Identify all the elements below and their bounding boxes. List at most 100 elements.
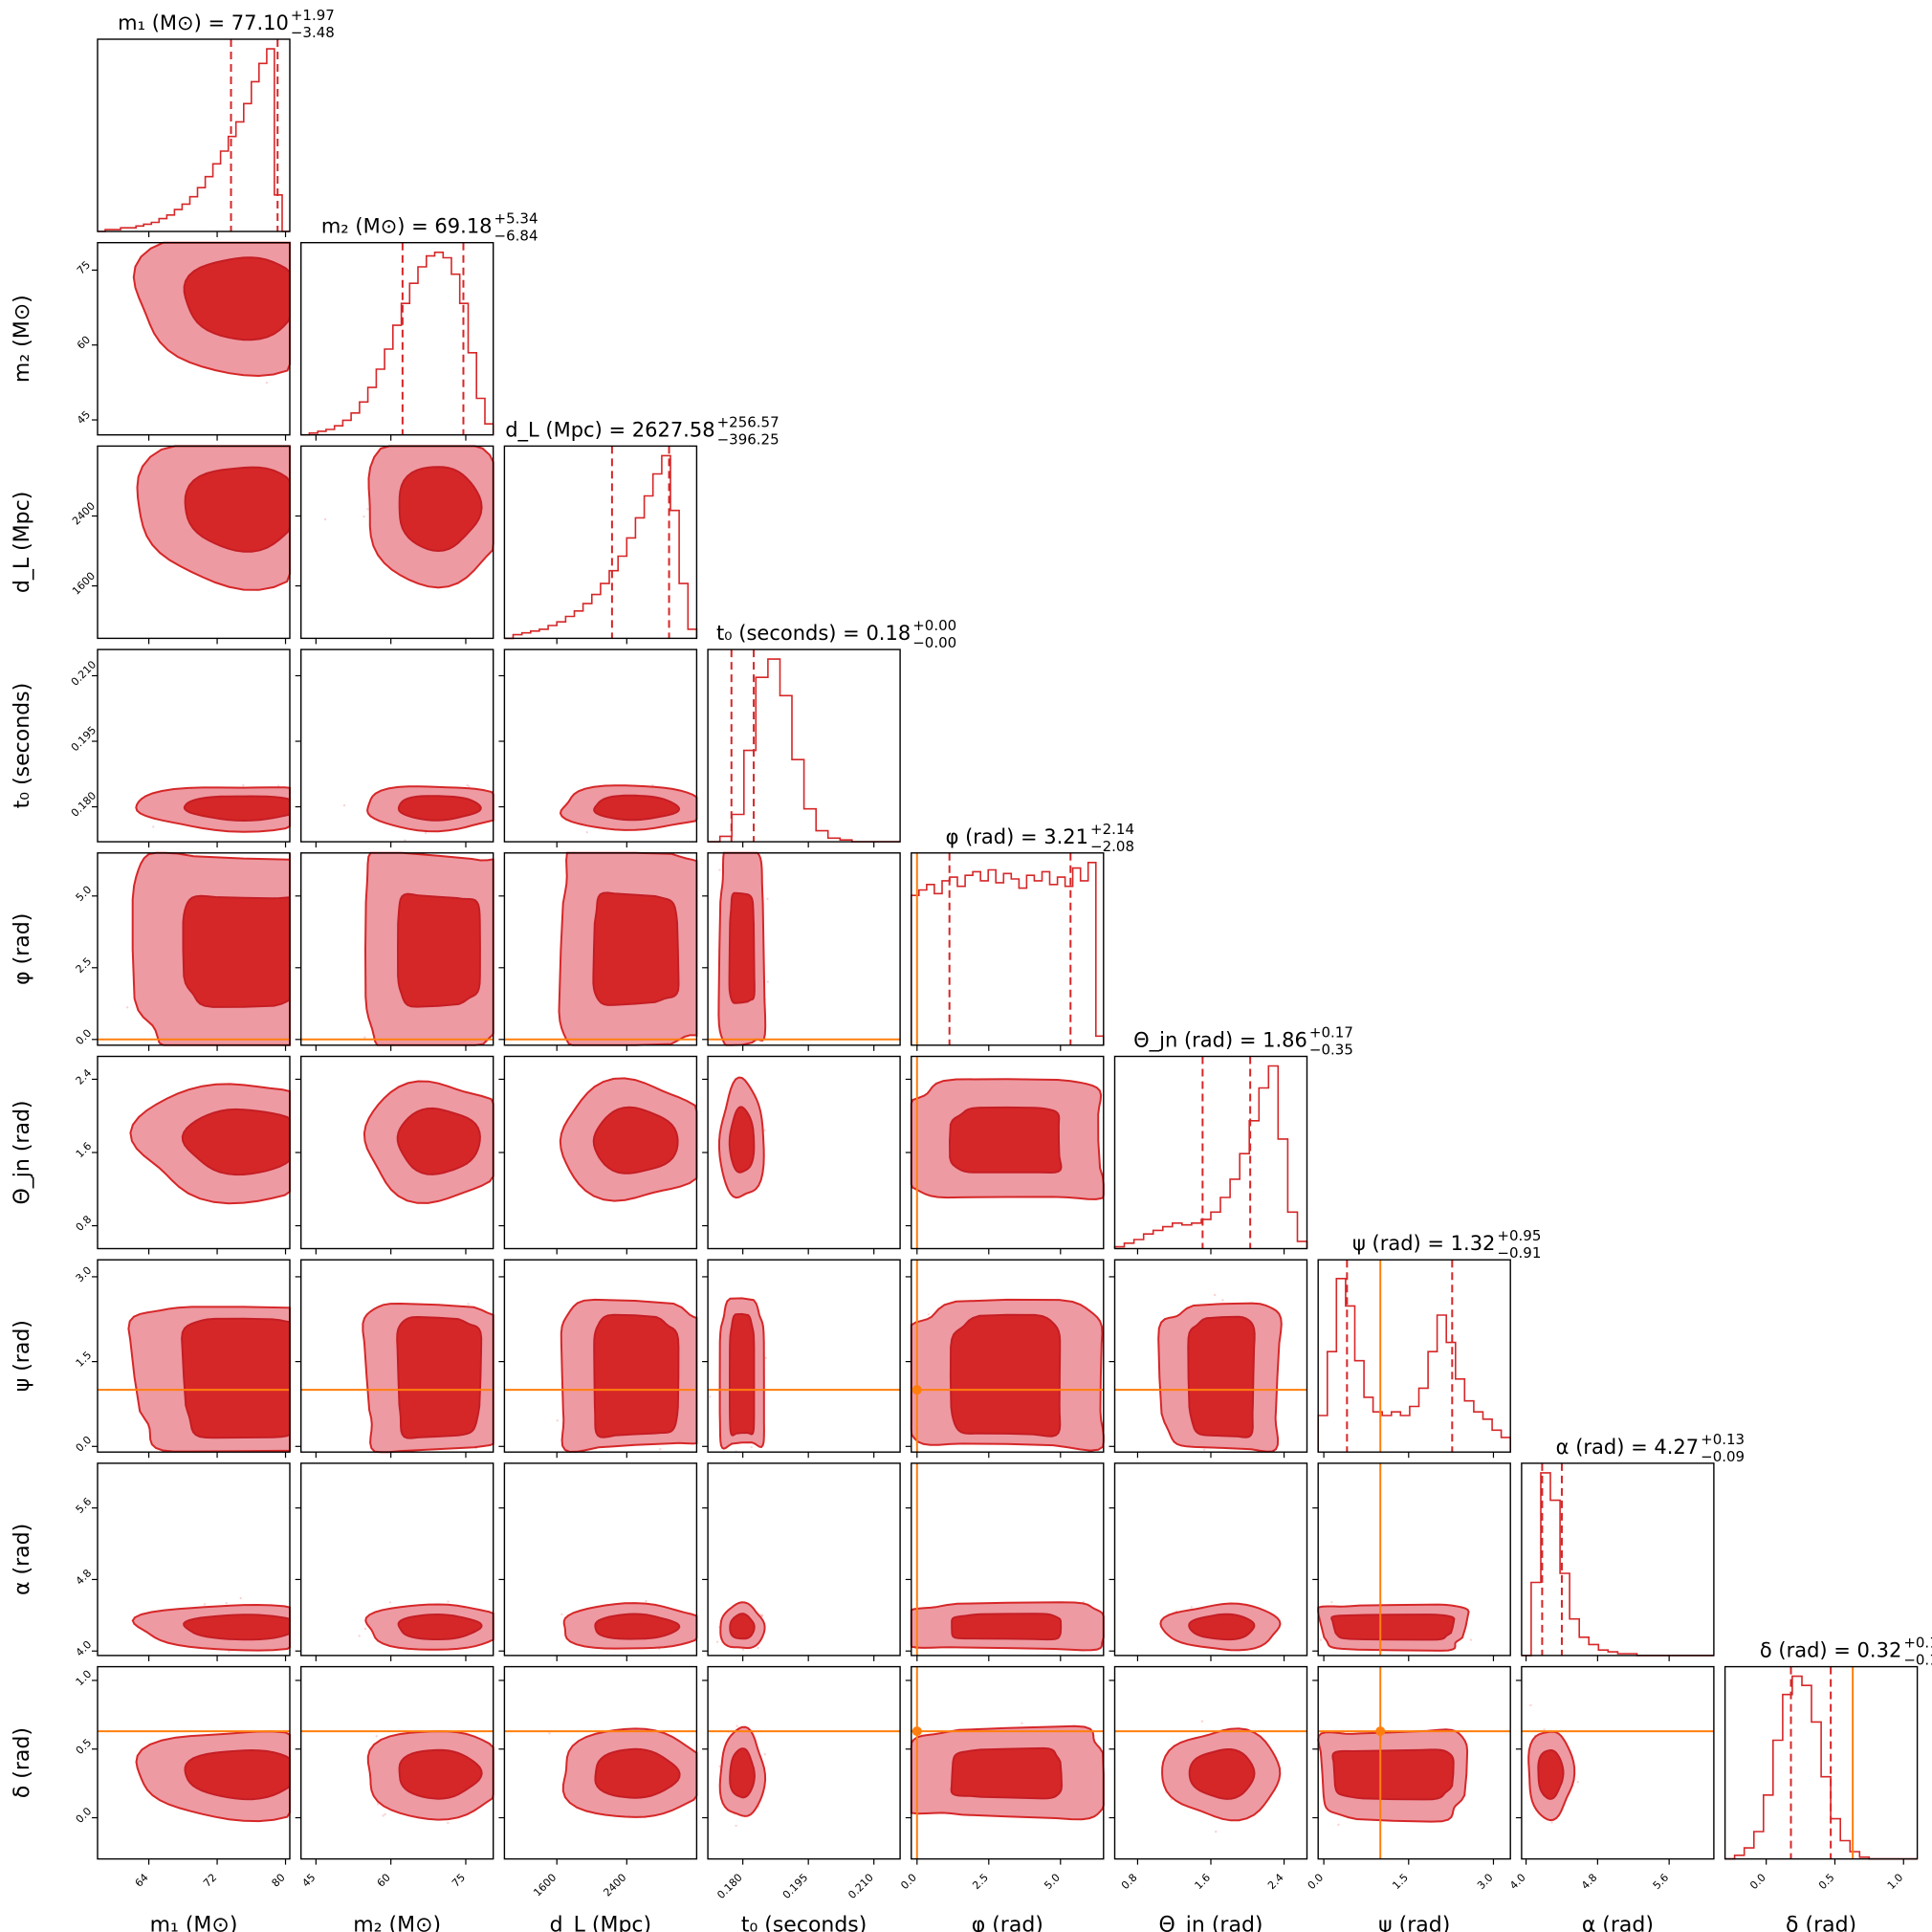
region-group-m2-theta [362, 1080, 494, 1204]
scatter-sample [718, 868, 721, 871]
y-axis-label-t0: t₀ (seconds) [11, 683, 34, 809]
scatter-sample [152, 825, 155, 828]
y-tick-label-theta-2: 2.4 [74, 1066, 95, 1087]
credible-region-inner-theta-alpha [1188, 1613, 1256, 1641]
region-group-dL-psi [556, 1298, 698, 1454]
credible-region-inner-alpha-delta [1537, 1749, 1565, 1800]
panel-frame-psi-psi [1317, 1259, 1511, 1453]
x-axis-label-theta: Θ_jn (rad) [1158, 1914, 1262, 1932]
panel-frame-dL-delta [503, 1665, 698, 1860]
panel-title-minus-dL: −396.25 [717, 430, 779, 448]
scatter-sample [1190, 1606, 1194, 1609]
credible-region-inner-dL-phi [592, 891, 680, 1006]
scatter-sample [358, 1635, 361, 1637]
x-tick-label-psi-1: 1.5 [1390, 1872, 1411, 1893]
x-tick-label-m2-2: 75 [450, 1872, 468, 1890]
scatter-sample [1221, 1299, 1224, 1302]
scatter-sample [560, 1613, 563, 1616]
scatter-sample [467, 1303, 470, 1306]
region-group-m2-psi [362, 1302, 494, 1454]
panel-title-plus-dL: +256.57 [717, 413, 779, 430]
x-tick-label-delta-1: 0.5 [1816, 1872, 1837, 1893]
panel-frame-m2-m2 [300, 241, 494, 436]
histogram-t0 [708, 658, 901, 843]
x-axis-label-m1: m₁ (M⊙) [150, 1914, 238, 1932]
y-tick-label-alpha-1: 4.8 [74, 1567, 95, 1588]
region-group-m1-t0 [135, 784, 291, 833]
scatter-sample [1543, 1728, 1546, 1731]
credible-region-inner-phi-theta [948, 1106, 1063, 1175]
panel-frame-phi-psi [911, 1259, 1105, 1453]
panel-title-alpha: α (rad) = 4.27 [1556, 1436, 1699, 1459]
scatter-sample [763, 1129, 766, 1132]
x-tick-label-m1-2: 80 [270, 1872, 288, 1890]
scatter-sample [1529, 1703, 1532, 1707]
scatter-sample [757, 1646, 759, 1650]
panel-title-plus-theta: +0.17 [1309, 1024, 1353, 1042]
credible-region-inner-m2-theta [396, 1107, 481, 1175]
histogram-m1 [98, 48, 290, 232]
scatter-sample [1576, 1780, 1579, 1784]
credible-region-inner-m2-delta [398, 1748, 483, 1800]
panel-frame-dL-alpha [503, 1462, 698, 1657]
histogram-psi [1317, 1278, 1511, 1453]
panel-title-plus-alpha: +0.13 [1701, 1431, 1745, 1448]
scatter-sample [1202, 1448, 1206, 1452]
panel-title-minus-phi: −2.08 [1090, 838, 1134, 855]
scatter-sample [362, 515, 365, 518]
credible-region-inner-dL-alpha [594, 1613, 681, 1640]
credible-region-layer [125, 241, 1579, 1833]
scatter-sample [447, 1600, 450, 1603]
truth-point-psi-delta [1375, 1726, 1386, 1737]
credible-region-inner-phi-alpha [951, 1613, 1063, 1641]
scatter-sample [556, 1419, 559, 1422]
panel-title-minus-theta: −0.35 [1309, 1042, 1353, 1059]
scatter-sample [645, 1599, 648, 1603]
histogram-alpha [1521, 1472, 1714, 1657]
panel-title-minus-alpha: −0.09 [1701, 1448, 1745, 1465]
credible-region-inner-m1-phi [182, 894, 291, 1008]
scatter-sample [225, 1602, 229, 1605]
panel-frame-phi-delta [911, 1665, 1105, 1860]
credible-region-inner-m1-psi [181, 1317, 291, 1439]
region-group-theta-psi [1157, 1293, 1283, 1453]
x-tick-label-theta-0: 0.8 [1119, 1872, 1140, 1893]
credible-region-inner-m2-alpha [397, 1613, 483, 1640]
panel-frame-t0-delta [707, 1665, 901, 1860]
credible-region-inner-m1-delta [184, 1748, 291, 1801]
region-group-m1-psi [127, 1306, 291, 1453]
region-group-t0-psi [709, 1297, 767, 1453]
scatter-sample [376, 1803, 380, 1806]
y-tick-label-delta-1: 0.5 [74, 1736, 95, 1757]
panel-title-t0: t₀ (seconds) = 0.18 [716, 622, 911, 645]
x-axis-label-dL: d_L (Mpc) [550, 1914, 651, 1932]
scatter-sample [404, 839, 406, 842]
credible-region-inner-t0-delta [729, 1747, 756, 1799]
y-tick-label-theta-0: 0.8 [74, 1213, 95, 1234]
panel-frame-dL-dL [503, 445, 698, 640]
x-tick-label-theta-2: 2.4 [1265, 1872, 1286, 1893]
scatter-sample [1330, 1601, 1333, 1604]
scatter-sample [466, 783, 469, 787]
credible-region-inner-t0-alpha [729, 1613, 756, 1640]
panel-title-minus-m1: −3.48 [291, 24, 335, 41]
panel-title-minus-psi: −0.91 [1497, 1244, 1541, 1262]
panel-title-m1: m₁ (M⊙) = 77.10 [118, 11, 289, 34]
region-group-psi-delta [1317, 1728, 1469, 1827]
panel-frame-dL-psi [503, 1259, 698, 1453]
scatter-sample [242, 784, 245, 787]
credible-region-inner-m2-psi [396, 1315, 483, 1439]
y-tick-label-m2-0: 45 [75, 408, 93, 427]
credible-region-inner-m1-theta [181, 1108, 291, 1176]
panel-frame-m2-t0 [300, 648, 494, 843]
region-group-m1-theta [129, 1083, 291, 1205]
scatter-sample [203, 1603, 207, 1606]
region-group-m1-delta [135, 1730, 291, 1823]
x-tick-label-delta-2: 1.0 [1885, 1872, 1906, 1893]
x-axis-label-delta: δ (rad) [1786, 1914, 1856, 1932]
scatter-sample [763, 1753, 766, 1756]
panel-frame-m2-psi [300, 1259, 494, 1453]
region-group-theta-alpha [1159, 1602, 1282, 1652]
x-tick-label-phi-0: 0.0 [898, 1872, 919, 1893]
panel-frame-delta-delta [1723, 1665, 1919, 1860]
